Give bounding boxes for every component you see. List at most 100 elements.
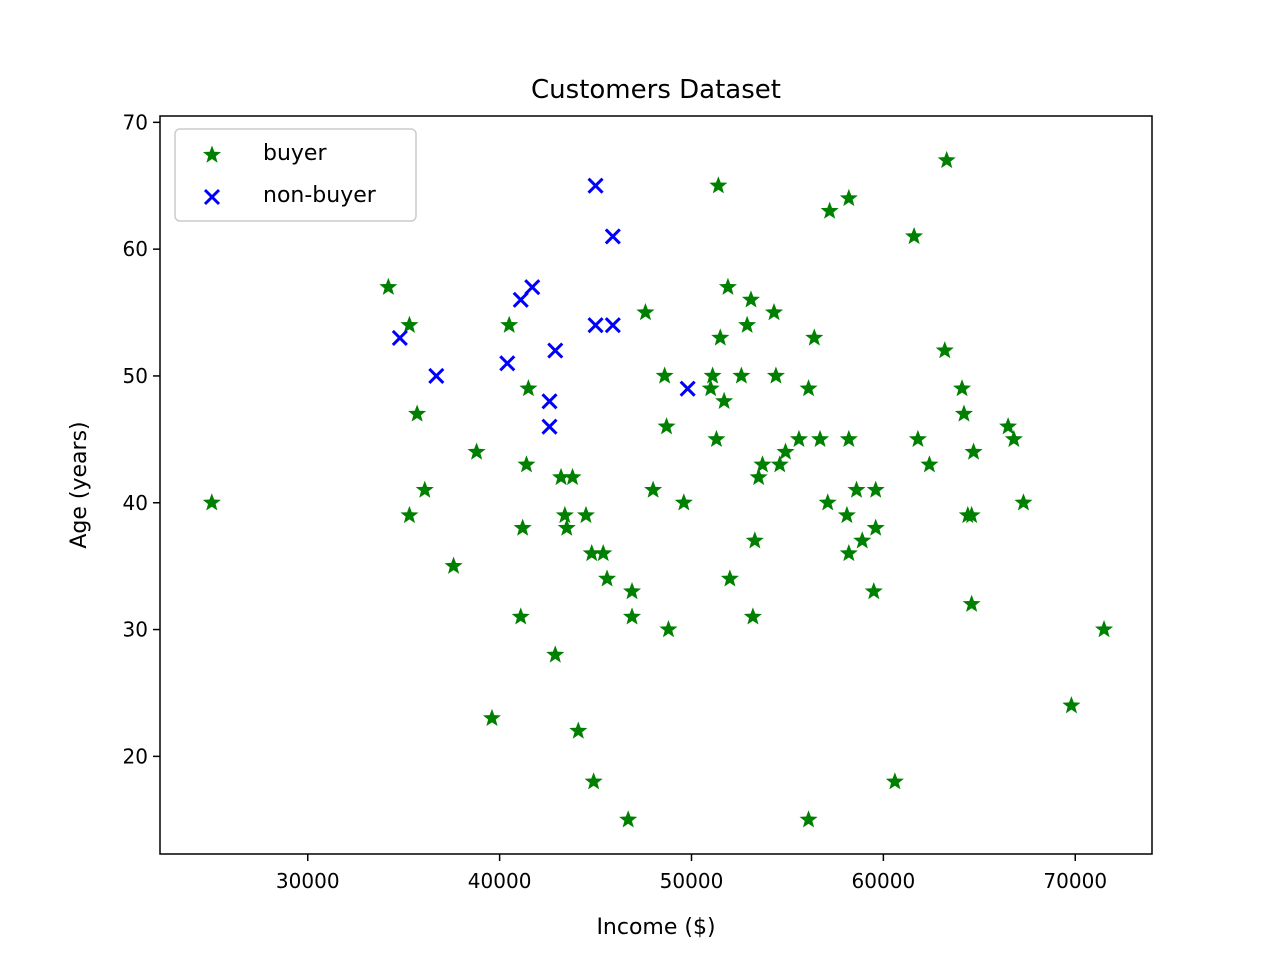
buyer-point: [594, 543, 613, 562]
buyer-point: [920, 455, 939, 473]
buyer-point: [1014, 493, 1033, 511]
non-buyer-point: [547, 342, 564, 359]
buyer-point: [576, 505, 595, 524]
buyer-point: [935, 341, 954, 359]
buyer-point: [584, 772, 603, 790]
buyer-point: [866, 518, 885, 536]
buyer-point: [745, 531, 764, 549]
legend-marker-non-buyer-x-icon: [203, 188, 221, 206]
x-tick-label: 60000: [852, 869, 916, 893]
buyer-point: [953, 379, 972, 397]
buyer-point: [964, 442, 983, 460]
legend-marker-buyer-star-icon: [202, 145, 222, 163]
x-tick-label: 40000: [468, 869, 532, 893]
non-buyer-point: [524, 279, 541, 296]
plot-area-frame: [159, 115, 1153, 855]
y-tick-label: 30: [123, 618, 148, 642]
buyer-point: [659, 620, 678, 638]
buyer-point: [738, 315, 757, 333]
legend: buyer non-buyer: [174, 128, 417, 222]
buyer-point: [202, 493, 221, 511]
buyer-point: [770, 455, 789, 473]
buyer-point: [718, 277, 737, 295]
buyer-point: [741, 290, 761, 308]
y-tick-label: 60: [123, 237, 148, 261]
buyer-point: [999, 417, 1018, 435]
y-tick-label: 20: [123, 744, 148, 768]
buyer-point: [1062, 696, 1081, 714]
buyer-point: [864, 582, 883, 600]
buyer-point: [1004, 429, 1023, 448]
buyer-point: [837, 505, 856, 524]
buyer-point: [962, 505, 981, 524]
non-buyer-point: [391, 329, 408, 346]
buyer-point: [467, 442, 486, 460]
non-buyer-point: [679, 380, 696, 397]
y-tick-label: 40: [123, 491, 148, 515]
non-buyer-point: [541, 418, 558, 435]
buyer-point: [743, 607, 762, 625]
buyer-point: [400, 505, 419, 524]
buyer-point: [962, 594, 981, 612]
buyer-point: [954, 404, 973, 422]
non-buyer-point: [587, 177, 604, 194]
buyer-point: [636, 303, 655, 321]
x-tick-label: 50000: [660, 869, 724, 893]
buyer-point: [839, 188, 858, 207]
buyer-point: [715, 391, 734, 409]
buyer-point: [519, 379, 538, 397]
non-buyer-point: [604, 228, 621, 245]
buyer-point: [500, 315, 519, 333]
buyer-point: [908, 429, 927, 448]
x-tick-label: 70000: [1043, 869, 1107, 893]
non-buyer-point: [428, 367, 445, 385]
buyer-point: [937, 150, 956, 169]
buyer-point: [847, 480, 866, 498]
data-points: [202, 150, 1114, 828]
y-tick-label: 70: [123, 110, 148, 134]
buyer-point: [655, 366, 674, 384]
buyer-point: [379, 277, 398, 295]
buyer-point: [511, 607, 530, 625]
buyer-point: [707, 429, 726, 448]
buyer-point: [885, 772, 904, 790]
buyer-point: [444, 556, 463, 574]
buyer-point: [805, 328, 824, 346]
buyer-point: [622, 607, 642, 625]
buyer-point: [720, 569, 739, 587]
buyer-point: [701, 379, 720, 397]
buyer-point: [563, 467, 582, 486]
buyer-point: [789, 429, 808, 448]
y-axis-label: Age (years): [67, 421, 92, 548]
buyer-point: [555, 505, 574, 524]
non-buyer-point: [512, 291, 529, 308]
buyer-point: [709, 176, 728, 194]
buyer-point: [569, 721, 588, 739]
chart-title: Customers Dataset: [531, 75, 781, 105]
buyer-point: [546, 645, 565, 663]
buyer-point: [622, 582, 642, 600]
legend-label-buyer: buyer: [263, 141, 327, 166]
buyer-point: [551, 467, 571, 486]
buyer-point: [517, 455, 536, 473]
buyer-point: [820, 201, 839, 219]
buyer-point: [839, 429, 858, 448]
buyer-point: [732, 366, 751, 384]
buyer-point: [799, 810, 818, 828]
buyer-point: [703, 366, 722, 384]
buyer-point: [799, 379, 818, 397]
legend-label-non-buyer: non-buyer: [263, 183, 377, 208]
buyer-point: [1095, 620, 1114, 638]
non-buyer-point: [604, 317, 621, 334]
buyer-point: [657, 417, 676, 435]
legend-box: [174, 128, 417, 222]
buyer-point: [513, 518, 532, 536]
buyer-point: [482, 708, 501, 727]
buyer-point: [674, 493, 693, 511]
non-buyer-point: [587, 317, 604, 334]
x-tick-label: 30000: [276, 869, 340, 893]
buyer-point: [408, 404, 427, 422]
buyer-point: [866, 480, 885, 498]
buyer-point: [400, 315, 419, 333]
